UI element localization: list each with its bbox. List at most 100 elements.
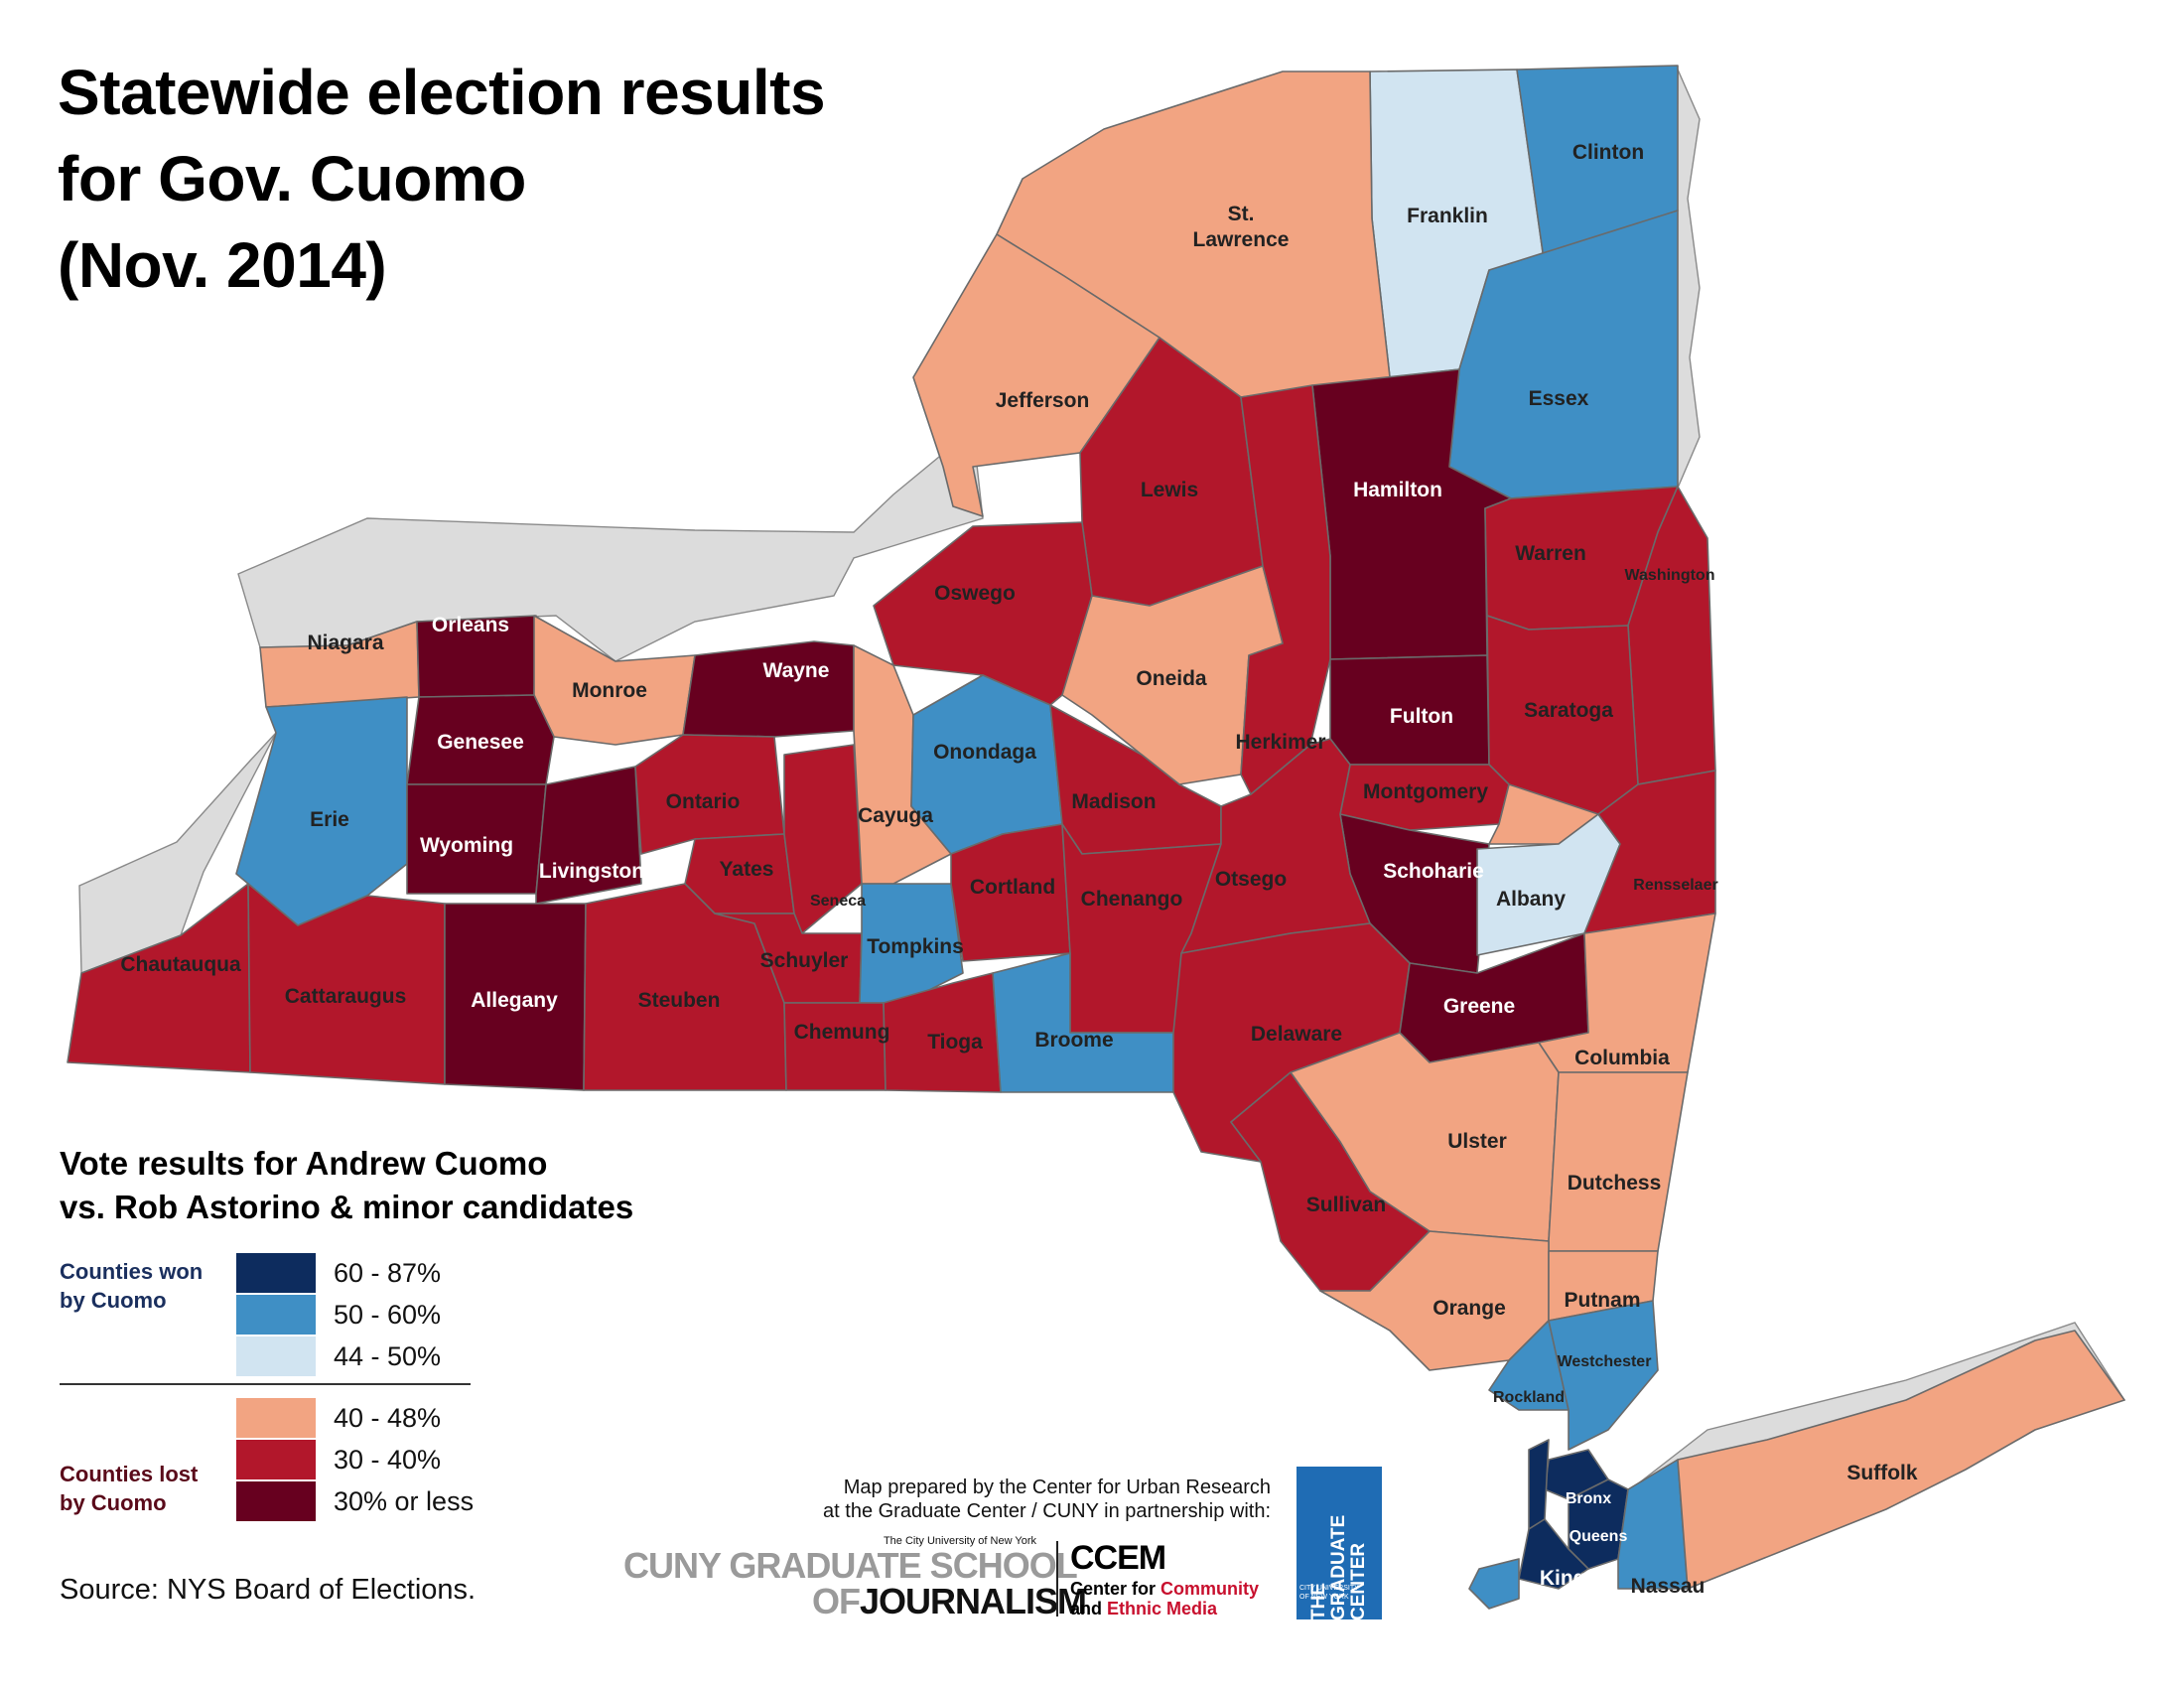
label-otsego: Otsego: [1215, 868, 1287, 891]
label-chemung: Chemung: [794, 1021, 890, 1044]
label-allegany: Allegany: [471, 989, 558, 1012]
legend-group-won: Counties won by Cuomo: [60, 1257, 203, 1315]
label-st-lawrence-1: St.: [1228, 203, 1255, 225]
credit-line-2: at the Graduate Center / CUNY in partner…: [823, 1500, 1271, 1522]
legend-label-30-40: 30 - 40%: [334, 1445, 442, 1475]
ccem-logo-center-for: Center for: [1070, 1579, 1157, 1599]
county-otsego[interactable]: [1180, 738, 1371, 954]
label-seneca: Seneca: [810, 893, 866, 910]
ccem-logo-line-1: Center for Community: [1070, 1579, 1259, 1600]
label-suffolk: Suffolk: [1846, 1462, 1917, 1484]
label-schuyler: Schuyler: [760, 949, 849, 972]
label-oswego: Oswego: [934, 582, 1016, 605]
label-washington: Washington: [1625, 567, 1715, 584]
county-jefferson[interactable]: [912, 233, 1160, 517]
label-livingston: Livingston: [539, 860, 644, 883]
label-lewis: Lewis: [1141, 479, 1198, 501]
label-broome: Broome: [1034, 1029, 1113, 1052]
gc-logo-sub-2: OF NEW YORK: [1299, 1594, 1349, 1601]
ccem-logo-community: Community: [1160, 1579, 1260, 1599]
legend-heading-line-1: Vote results for Andrew Cuomo: [60, 1145, 548, 1182]
legend-swatch-40-48: [236, 1398, 316, 1438]
source-note: Source: NYS Board of Elections.: [60, 1574, 477, 1606]
label-putnam: Putnam: [1564, 1289, 1640, 1312]
legend-group-lost: Counties lost by Cuomo: [60, 1460, 198, 1517]
label-ulster: Ulster: [1447, 1130, 1507, 1153]
label-cayuga: Cayuga: [858, 804, 933, 827]
lake-champlain: [1675, 69, 1701, 493]
legend-group-lost-line-1: Counties lost: [60, 1462, 199, 1486]
label-tioga: Tioga: [927, 1031, 983, 1054]
label-st-lawrence-2: Lawrence: [1193, 228, 1290, 251]
label-westchester: Westchester: [1558, 1353, 1652, 1370]
county-rockland[interactable]: [1488, 1320, 1570, 1411]
cuny-logo-journalism: JOURNALISM: [860, 1581, 1087, 1621]
county-cattaraugus[interactable]: [247, 883, 446, 1085]
gc-logo-sub-1: CITY UNIVERSITY: [1299, 1585, 1359, 1592]
label-delaware: Delaware: [1251, 1023, 1342, 1046]
label-schoharie: Schoharie: [1383, 860, 1484, 883]
legend-group-won-line-1: Counties won: [60, 1259, 204, 1284]
county-labels: Clinton Franklin St. Lawrence Essex Jeff…: [120, 141, 1918, 1598]
county-genesee[interactable]: [406, 694, 555, 785]
label-dutchess: Dutchess: [1568, 1172, 1662, 1195]
label-onondaga: Onondaga: [933, 741, 1036, 764]
legend-swatch-30-or-less: [236, 1481, 316, 1521]
label-monroe: Monroe: [572, 679, 647, 702]
legend-heading-line-2: vs. Rob Astorino & minor candidates: [60, 1189, 634, 1225]
label-franklin: Franklin: [1407, 205, 1488, 227]
label-hamilton: Hamilton: [1353, 479, 1442, 501]
county-nassau[interactable]: [1617, 1459, 1689, 1590]
label-madison: Madison: [1071, 790, 1156, 813]
county-dutchess[interactable]: [1548, 1071, 1689, 1252]
cuny-logo-of: OF: [812, 1581, 861, 1621]
label-clinton: Clinton: [1572, 141, 1644, 164]
legend-label-60-87: 60 - 87%: [334, 1258, 442, 1288]
label-yates: Yates: [720, 858, 774, 881]
county-suffolk[interactable]: [1677, 1330, 2125, 1590]
ccem-logo-and: and: [1070, 1599, 1103, 1618]
label-cortland: Cortland: [970, 876, 1055, 899]
county-richmond[interactable]: [1468, 1558, 1520, 1610]
graduate-center-logo: THE GRADUATE CENTER CITY UNIVERSITY OF N…: [1297, 1467, 1382, 1619]
label-erie: Erie: [310, 808, 349, 831]
county-westchester[interactable]: [1548, 1300, 1659, 1451]
label-nassau: Nassau: [1631, 1575, 1706, 1598]
label-sullivan: Sullivan: [1306, 1194, 1387, 1216]
cuny-logo-line-1: CUNY GRADUATE SCHOOL: [623, 1545, 1078, 1586]
county-livingston[interactable]: [535, 766, 642, 905]
label-essex: Essex: [1529, 387, 1589, 410]
counties: [67, 65, 2125, 1610]
logo-divider: [1056, 1541, 1058, 1617]
label-wayne: Wayne: [763, 659, 830, 682]
label-fulton: Fulton: [1390, 705, 1453, 728]
county-wayne[interactable]: [682, 640, 855, 738]
county-chemung[interactable]: [783, 1002, 887, 1091]
label-albany: Albany: [1496, 888, 1566, 911]
label-steuben: Steuben: [638, 989, 721, 1012]
county-new-york[interactable]: [1528, 1439, 1550, 1530]
label-kings: Kings: [1540, 1567, 1597, 1590]
cuny-logo-tagline: The City University of New York: [883, 1535, 1036, 1547]
legend-swatch-60-87: [236, 1253, 316, 1293]
label-chenango: Chenango: [1081, 888, 1183, 911]
legend-label-50-60: 50 - 60%: [334, 1300, 442, 1330]
legend-group-lost-line-2: by Cuomo: [60, 1490, 167, 1515]
ccem-logo-mark: CCEM: [1070, 1539, 1166, 1577]
label-herkimer: Herkimer: [1235, 731, 1325, 754]
label-ontario: Ontario: [666, 790, 741, 813]
legend-swatch-30-40: [236, 1440, 316, 1479]
title-line-3: (Nov. 2014): [58, 229, 387, 301]
title-line-2: for Gov. Cuomo: [58, 143, 526, 214]
label-rensselaer: Rensselaer: [1633, 877, 1717, 894]
label-rockland: Rockland: [1493, 1389, 1565, 1406]
label-tompkins: Tompkins: [867, 935, 964, 958]
legend-group-won-line-2: by Cuomo: [60, 1288, 167, 1313]
label-orleans: Orleans: [432, 614, 509, 636]
credit-text: Map prepared by the Center for Urban Res…: [754, 1476, 1271, 1523]
legend-label-40-48: 40 - 48%: [334, 1403, 442, 1433]
label-chautauqua: Chautauqua: [120, 953, 241, 976]
label-orange: Orange: [1433, 1297, 1506, 1320]
label-greene: Greene: [1443, 995, 1515, 1018]
